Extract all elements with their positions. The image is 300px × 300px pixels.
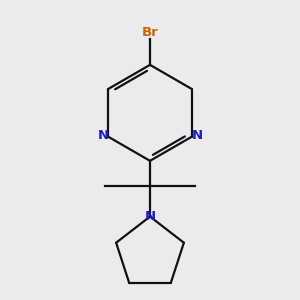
Text: N: N [191, 129, 203, 142]
Text: Br: Br [142, 26, 158, 39]
Text: N: N [98, 129, 109, 142]
Text: N: N [144, 210, 156, 223]
